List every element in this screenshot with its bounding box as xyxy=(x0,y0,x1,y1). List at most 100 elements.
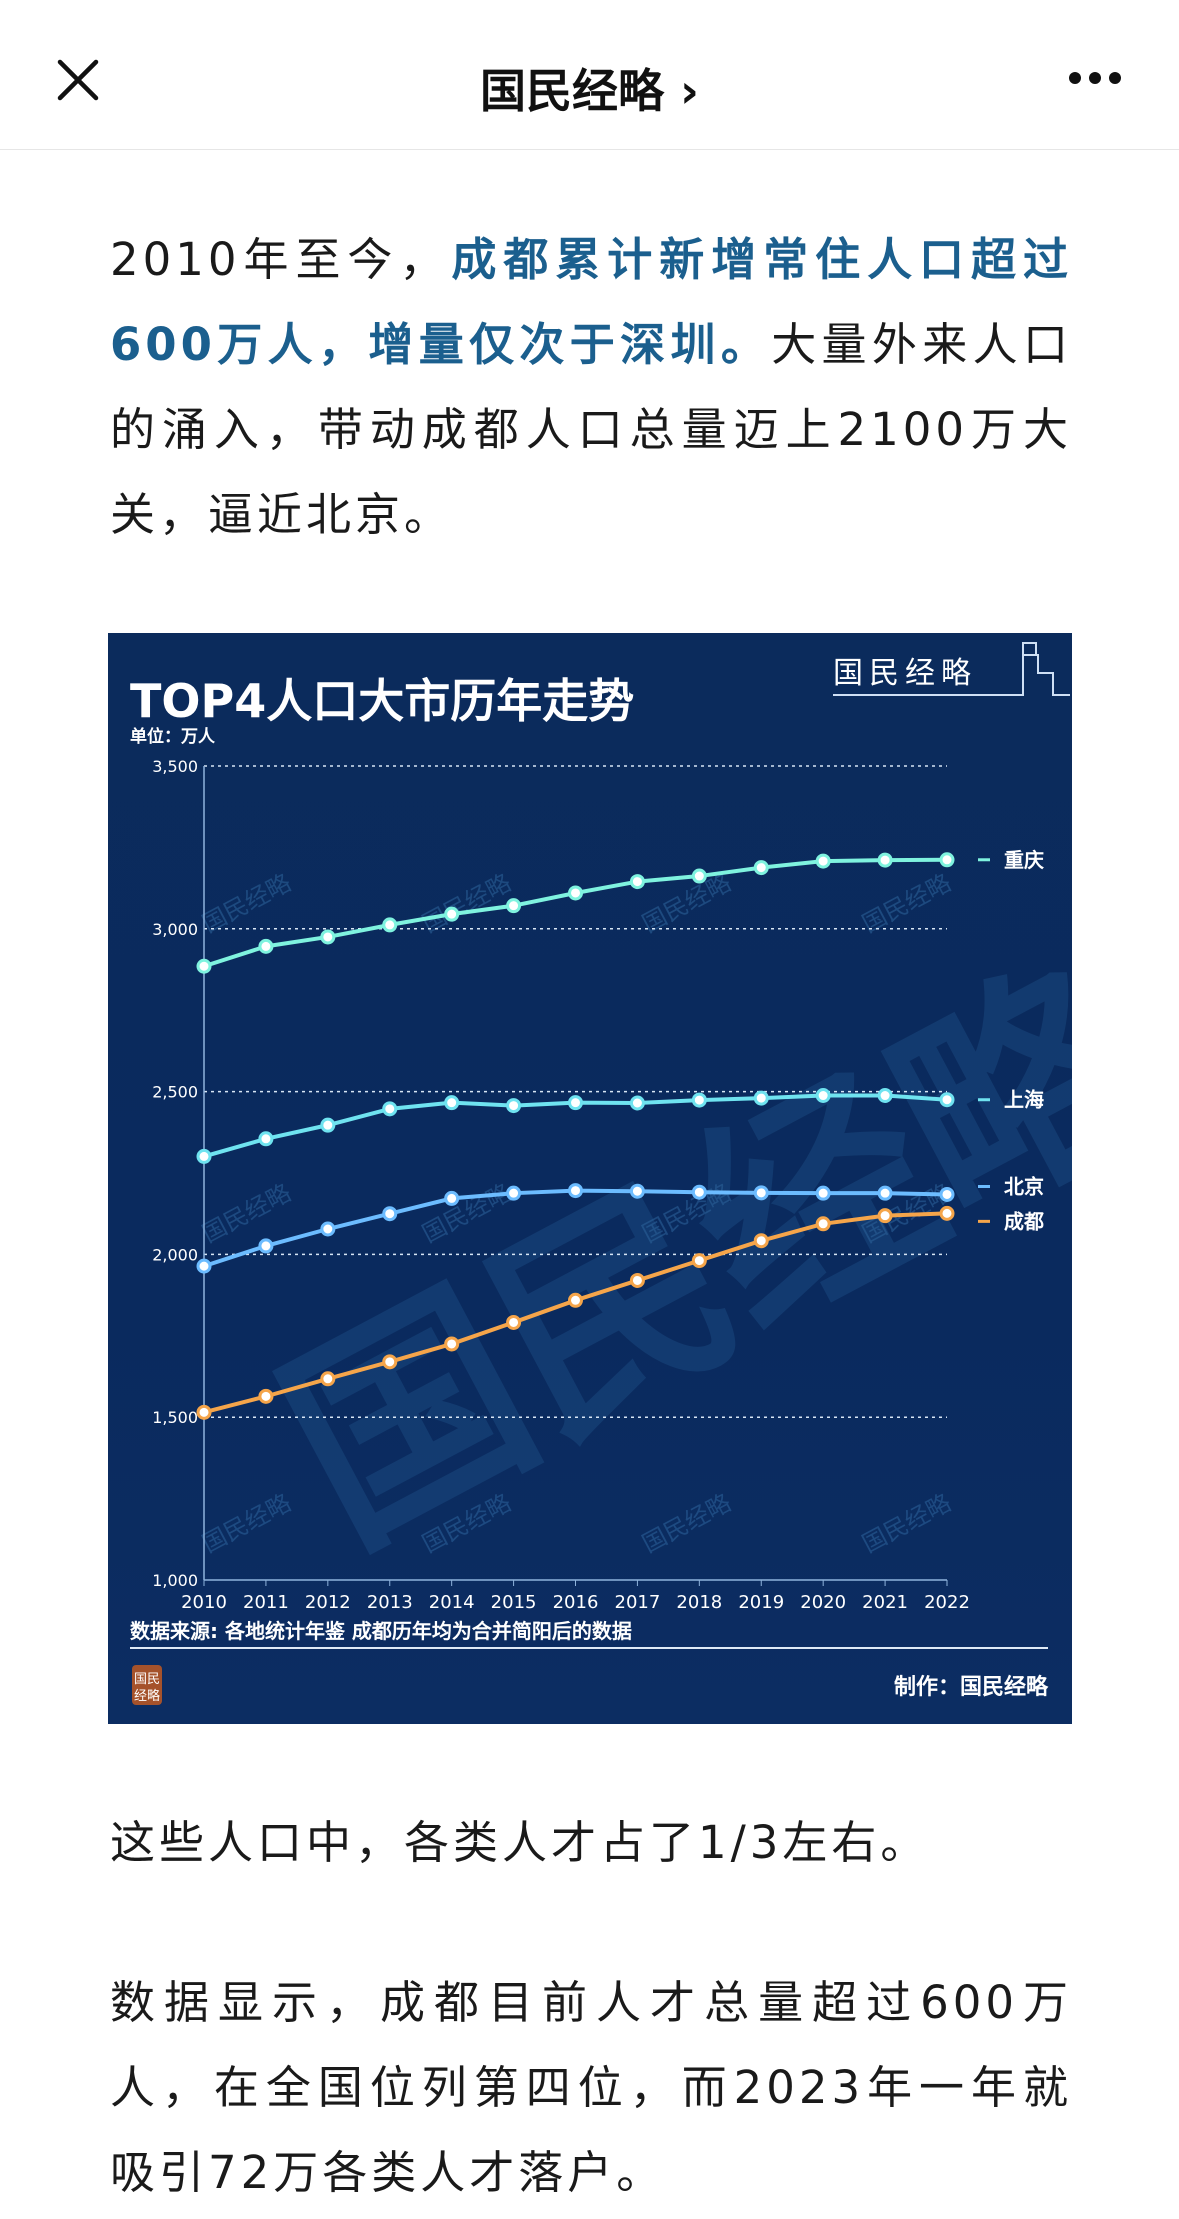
paragraph-2: 这些人口中，各类人才占了1/3左右。 xyxy=(110,1816,930,1869)
data-point xyxy=(506,1314,522,1330)
data-point xyxy=(382,1354,398,1370)
x-tick-label: 2019 xyxy=(738,1592,784,1613)
data-point xyxy=(444,1336,460,1352)
data-point xyxy=(691,1253,707,1269)
stamp-text: 国民 xyxy=(134,1672,160,1687)
data-point xyxy=(753,1185,769,1201)
y-tick-label: 1,500 xyxy=(152,1408,198,1427)
unit-label: 单位：万人 xyxy=(130,726,216,747)
data-point xyxy=(258,1131,274,1147)
data-point xyxy=(939,1186,955,1202)
data-point xyxy=(939,1205,955,1221)
stamp-logo xyxy=(132,1665,162,1705)
watermark-small: 国民经略 xyxy=(198,1179,296,1249)
legend-label: 重庆 xyxy=(1004,848,1044,872)
data-point xyxy=(258,1388,274,1404)
data-point xyxy=(877,1185,893,1201)
watermark-small: 国民经略 xyxy=(858,869,956,939)
paragraph-1: 2010年至今，成都累计新增常住人口超过600万人，增量仅次于深圳。大量外来人口… xyxy=(110,217,1072,557)
data-point xyxy=(506,1098,522,1114)
data-point xyxy=(568,1292,583,1308)
data-point xyxy=(506,898,522,914)
data-point xyxy=(320,929,336,945)
population-chart: 国民经略 国民经略 国民经略 国民经略 国民经略 国民经略 国民经略 国民经略 国民经略 国民经略… xyxy=(108,633,1072,1724)
data-point xyxy=(196,958,212,974)
data-point xyxy=(629,1183,645,1199)
data-point xyxy=(877,1208,893,1224)
y-tick-label: 2,000 xyxy=(152,1245,198,1264)
credit: 制作：国民经略 xyxy=(894,1674,1049,1700)
watermark-small: 国民经略 xyxy=(638,1489,736,1559)
x-tick-label: 2022 xyxy=(924,1592,970,1613)
account-name: 国民经略 xyxy=(480,64,664,118)
x-tick-label: 2014 xyxy=(429,1592,475,1613)
data-point xyxy=(382,1101,398,1117)
text-segment: 大量外来人口的涌入，带动成都人口总量迈上2100万大关，逼近北京。 xyxy=(110,318,1072,541)
watermark-small: 国民经略 xyxy=(858,1489,956,1559)
highlighted-text: 成都累计新增常住人口超过600万人，增量仅次于深圳。 xyxy=(110,233,1072,371)
chart-title: TOP4人口大市历年走势 xyxy=(130,674,634,728)
data-point xyxy=(258,1238,274,1254)
data-point xyxy=(691,1184,707,1200)
x-tick-label: 2013 xyxy=(367,1592,413,1613)
data-point xyxy=(815,853,831,869)
data-point xyxy=(753,1233,769,1249)
data-point xyxy=(939,852,955,868)
data-point xyxy=(815,1216,831,1232)
data-point xyxy=(320,1117,336,1133)
x-tick-label: 2017 xyxy=(615,1592,661,1613)
data-point xyxy=(196,1258,212,1274)
watermark-large: 国民经略 xyxy=(244,920,1072,1592)
x-tick-label: 2012 xyxy=(305,1592,351,1613)
data-point xyxy=(382,917,398,933)
source-note: 数据来源: 各地统计年鉴 成都历年均为合并简阳后的数据 xyxy=(130,1619,632,1643)
data-point xyxy=(753,860,769,876)
legend-label: 上海 xyxy=(1004,1088,1044,1112)
watermark-small: 国民经略 xyxy=(198,1489,296,1559)
account-title-link[interactable]: 国民经略 › xyxy=(0,55,1179,121)
data-point xyxy=(691,868,707,884)
data-point xyxy=(815,1088,831,1104)
logo: 国民经略 xyxy=(833,656,977,691)
data-point xyxy=(382,1206,398,1222)
legend-label: 北京 xyxy=(1004,1174,1044,1198)
data-point xyxy=(939,1092,955,1108)
paragraph-3: 数据显示，成都目前人才总量超过600万人，在全国位列第四位，而2023年一年就吸… xyxy=(110,1976,1072,2199)
more-icon[interactable] xyxy=(1067,70,1123,86)
data-point xyxy=(444,1095,460,1111)
x-tick-label: 2021 xyxy=(862,1592,908,1613)
data-point xyxy=(568,885,583,901)
data-point xyxy=(629,1272,645,1288)
data-point xyxy=(196,1404,212,1420)
data-point xyxy=(568,1095,583,1111)
y-tick-label: 1,000 xyxy=(152,1571,198,1590)
data-point xyxy=(815,1185,831,1201)
data-point xyxy=(568,1183,583,1199)
x-tick-label: 2018 xyxy=(676,1592,722,1613)
data-point xyxy=(506,1185,522,1201)
data-point xyxy=(629,1095,645,1111)
watermark-small: 国民经略 xyxy=(198,869,296,939)
x-tick-label: 2020 xyxy=(800,1592,846,1613)
data-point xyxy=(196,1148,212,1164)
text-segment: 2010年至今， xyxy=(110,233,452,286)
x-tick-label: 2010 xyxy=(181,1592,227,1613)
stamp-text: 经略 xyxy=(134,1688,160,1704)
series-line-重庆 xyxy=(203,857,948,969)
top-bar: 国民经略 › xyxy=(0,0,1179,150)
data-point xyxy=(691,1092,707,1108)
logo-building-icon xyxy=(833,642,1070,696)
data-point xyxy=(444,1190,460,1206)
x-tick-label: 2015 xyxy=(491,1592,537,1613)
close-icon[interactable] xyxy=(56,58,100,102)
data-point xyxy=(258,938,274,954)
x-tick-label: 2016 xyxy=(553,1592,599,1613)
chevron-right-icon: › xyxy=(680,64,699,118)
data-point xyxy=(753,1090,769,1106)
data-point xyxy=(320,1221,336,1237)
data-point xyxy=(877,1088,893,1104)
y-tick-label: 3,000 xyxy=(152,920,198,939)
watermark-small: 国民经略 xyxy=(418,869,516,939)
legend-label: 成都 xyxy=(1004,1209,1044,1233)
